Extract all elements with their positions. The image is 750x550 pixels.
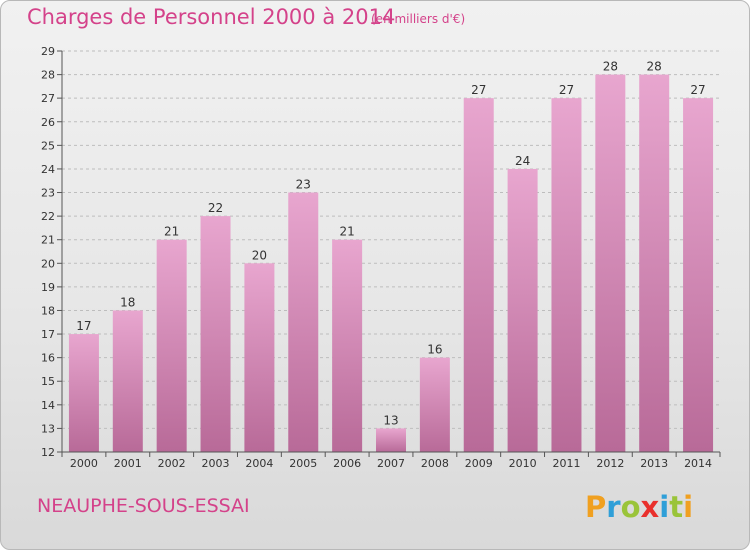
svg-text:Proxiti: Proxiti (585, 490, 693, 524)
y-tick-label: 22 (41, 210, 55, 223)
bar-2001 (112, 310, 143, 452)
x-tick-label: 2011 (552, 457, 580, 470)
data-label: 27 (471, 83, 486, 97)
proxiti-logo: Proxiti (585, 490, 693, 524)
bar-2003 (200, 216, 231, 452)
logo-letter: i (659, 490, 669, 524)
bar-2000 (68, 334, 99, 452)
data-label: 21 (339, 225, 354, 239)
x-tick-label: 2012 (596, 457, 624, 470)
bar-2012 (595, 74, 626, 453)
bar-2013 (639, 74, 670, 453)
data-label: 27 (690, 83, 705, 97)
logo-letter: x (641, 490, 660, 524)
bars (68, 74, 714, 453)
bar-2009 (463, 98, 494, 453)
bar-2004 (244, 263, 275, 452)
y-axis: 12 13 14 15 16 17 18 19 20 21 22 23 24 25 26 27 28 29 (41, 45, 720, 459)
bar-2011 (551, 98, 582, 453)
x-tick-label: 2002 (158, 457, 186, 470)
logo-letter: i (683, 490, 693, 524)
y-tick-label: 29 (41, 45, 55, 58)
data-label: 23 (296, 178, 311, 192)
y-tick-label: 14 (41, 399, 55, 412)
y-tick-label: 23 (41, 187, 55, 200)
x-tick-label: 2007 (377, 457, 405, 470)
data-label: 17 (76, 319, 91, 333)
bar-2010 (507, 168, 538, 453)
data-label: 28 (603, 60, 618, 74)
bar-2006 (332, 239, 363, 452)
data-label: 24 (515, 154, 530, 168)
x-tick-label: 2014 (684, 457, 712, 470)
logo-letter: P (585, 490, 606, 524)
chart-title: Charges de Personnel 2000 à 2014 (27, 5, 396, 29)
data-labels: 17 18 21 22 20 23 21 13 16 27 24 27 28 28 27 (76, 60, 705, 428)
y-tick-label: 15 (41, 375, 55, 388)
data-label: 20 (252, 248, 267, 262)
y-tick-label: 27 (41, 92, 55, 105)
y-tick-label: 18 (41, 304, 55, 317)
y-tick-label: 16 (41, 352, 55, 365)
y-tick-label: 28 (41, 69, 55, 82)
x-tick-label: 2009 (465, 457, 493, 470)
y-tick-label: 25 (41, 139, 55, 152)
logo-letter: t (669, 490, 683, 524)
logo-letter: r (606, 490, 621, 524)
y-tick-label: 26 (41, 116, 55, 129)
x-tick-label: 2003 (202, 457, 230, 470)
y-tick-label: 17 (41, 328, 55, 341)
commune-name: NEAUPHE-SOUS-ESSAI (37, 495, 250, 517)
bar-2007 (376, 428, 406, 452)
y-tick-label: 19 (41, 281, 55, 294)
data-label: 28 (647, 60, 662, 74)
data-label: 21 (164, 225, 179, 239)
logo-letter: o (621, 490, 641, 524)
bar-2014 (683, 98, 714, 453)
y-tick-label: 13 (41, 422, 55, 435)
data-label: 27 (559, 83, 574, 97)
bar-2008 (419, 357, 450, 452)
x-tick-label: 2010 (509, 457, 537, 470)
x-tick-label: 2004 (245, 457, 273, 470)
x-tick-label: 2001 (114, 457, 142, 470)
data-label: 16 (427, 343, 442, 357)
x-tick-label: 2008 (421, 457, 449, 470)
x-tick-label: 2006 (333, 457, 361, 470)
x-tick-label: 2005 (289, 457, 317, 470)
data-label: 18 (120, 295, 135, 309)
y-tick-label: 20 (41, 257, 55, 270)
x-tick-label: 2000 (70, 457, 98, 470)
y-tick-label: 21 (41, 234, 55, 247)
data-label: 13 (383, 413, 398, 427)
bar-2005 (288, 192, 319, 452)
data-label: 22 (208, 201, 223, 215)
y-tick-label: 24 (41, 163, 55, 176)
x-tick-label: 2013 (640, 457, 668, 470)
bar-2002 (156, 239, 187, 452)
x-axis: 2000 2001 2002 2003 2004 2005 2006 2007 2008 2009… (61, 452, 721, 470)
chart-subtitle: (en milliers d'€) (371, 12, 466, 26)
y-tick-label: 12 (41, 446, 55, 459)
